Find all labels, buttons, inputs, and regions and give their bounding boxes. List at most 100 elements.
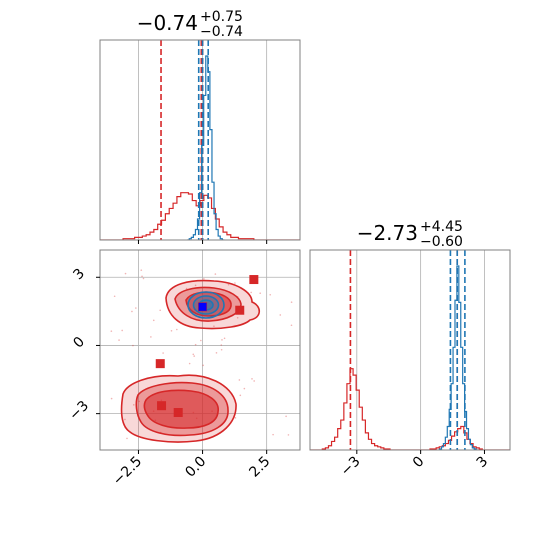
sample-point xyxy=(279,314,282,316)
sample-point xyxy=(221,339,223,341)
hist-param-1-ticks xyxy=(137,240,268,244)
sample-point xyxy=(118,339,120,341)
sample-point xyxy=(202,364,204,367)
sample-point xyxy=(121,329,123,332)
sample-point xyxy=(238,379,241,381)
red-square-marker xyxy=(235,305,245,315)
sample-point xyxy=(213,325,215,327)
sample-point xyxy=(185,287,188,290)
sample-point xyxy=(140,269,143,271)
title-param-2: −2.73 +4.45 −0.60 xyxy=(357,219,463,250)
scatter-markers xyxy=(155,275,259,417)
title-param-1-main: −0.74 xyxy=(137,11,198,35)
sample-point xyxy=(162,352,164,354)
sample-point xyxy=(220,344,223,346)
sample-point xyxy=(290,301,293,303)
hist-panel-param-1 xyxy=(99,39,301,244)
hist-param-2-x-tick-label: 0 xyxy=(410,454,428,472)
sample-point xyxy=(131,310,133,313)
scatter-panel: −2.5 0.0 2.5 −3 0 3 xyxy=(66,249,301,489)
sample-point xyxy=(223,337,226,340)
title-param-2-sup: +4.45 xyxy=(420,219,463,235)
scatter-x-tick-label: 0.0 xyxy=(182,454,209,481)
title-param-2-main: −2.73 xyxy=(357,221,418,245)
title-param-1-sup: +0.75 xyxy=(200,9,243,25)
scatter-y-tick-label: 0 xyxy=(70,334,88,352)
title-param-1: −0.74 +0.75 −0.74 xyxy=(137,9,243,40)
hist-param-2-ticks: −3 0 3 xyxy=(338,450,492,480)
sample-point xyxy=(126,437,128,440)
hist-param-1-blue-histogram xyxy=(187,55,225,240)
sample-point xyxy=(285,415,287,418)
sample-point xyxy=(141,436,144,439)
red-square-marker xyxy=(155,359,165,369)
scatter-contours xyxy=(110,269,293,443)
sample-point xyxy=(160,399,163,402)
sample-point xyxy=(150,336,152,338)
sample-point xyxy=(124,272,127,275)
sample-point xyxy=(215,352,218,354)
sample-point xyxy=(259,292,262,295)
sample-point xyxy=(236,316,239,319)
sample-point xyxy=(141,275,143,278)
sample-point xyxy=(239,394,242,397)
red-square-marker xyxy=(173,408,183,417)
scatter-sample-points xyxy=(110,269,293,440)
sample-point xyxy=(110,330,113,332)
sample-point xyxy=(142,277,145,280)
sample-point xyxy=(152,410,155,412)
sample-point xyxy=(214,273,217,275)
sample-point xyxy=(236,296,239,298)
hist-param-1-red-histogram xyxy=(100,192,300,240)
scatter-x-tick-label: 2.5 xyxy=(246,454,273,481)
hist-param-2-x-tick-label: −3 xyxy=(338,454,364,480)
sample-point xyxy=(135,307,137,309)
sample-point xyxy=(154,419,157,422)
hist-param-2-grid xyxy=(356,250,485,450)
sample-point xyxy=(200,339,202,342)
hist-param-2-series xyxy=(310,250,510,450)
sample-point xyxy=(193,355,196,357)
sample-point xyxy=(152,319,155,322)
blue-square-marker xyxy=(198,302,207,311)
hist-panel-param-2: −3 0 3 xyxy=(309,249,511,480)
sample-point xyxy=(287,434,290,436)
sample-point xyxy=(227,283,230,286)
sample-point xyxy=(192,353,195,356)
sample-point xyxy=(176,328,178,331)
hist-param-1-frame xyxy=(99,39,301,241)
title-param-2-sub: −0.60 xyxy=(420,234,463,250)
sample-point xyxy=(188,362,191,365)
hist-param-1-series xyxy=(100,40,300,240)
sample-point xyxy=(220,348,223,351)
sample-point xyxy=(234,282,236,284)
sample-point xyxy=(193,308,196,311)
hist-param-2-x-tick-label: 3 xyxy=(474,454,492,472)
sample-point xyxy=(211,410,213,413)
sample-point xyxy=(195,417,198,420)
sample-point xyxy=(138,400,140,403)
title-param-1-sub: −0.74 xyxy=(200,24,243,40)
red-square-marker xyxy=(157,401,167,411)
sample-point xyxy=(250,291,252,294)
scatter-x-tick-label: −2.5 xyxy=(110,454,145,489)
sample-point xyxy=(192,411,195,414)
sample-point xyxy=(159,431,162,434)
hist-param-2-blue-histogram xyxy=(437,265,479,450)
sample-point xyxy=(234,417,237,419)
hist-param-2-frame xyxy=(309,249,511,451)
sample-point xyxy=(194,284,197,287)
sample-point xyxy=(170,329,173,332)
sample-point xyxy=(124,426,126,429)
hist-param-2-red-histogram xyxy=(310,368,510,450)
red-square-marker xyxy=(249,275,259,285)
sample-point xyxy=(113,295,116,298)
scatter-y-tick-label: 3 xyxy=(70,266,88,284)
sample-point xyxy=(124,418,126,421)
sample-point xyxy=(132,404,135,406)
sample-point xyxy=(110,397,113,400)
sample-point xyxy=(194,343,197,346)
sample-point xyxy=(132,344,134,347)
sample-point xyxy=(203,278,205,280)
